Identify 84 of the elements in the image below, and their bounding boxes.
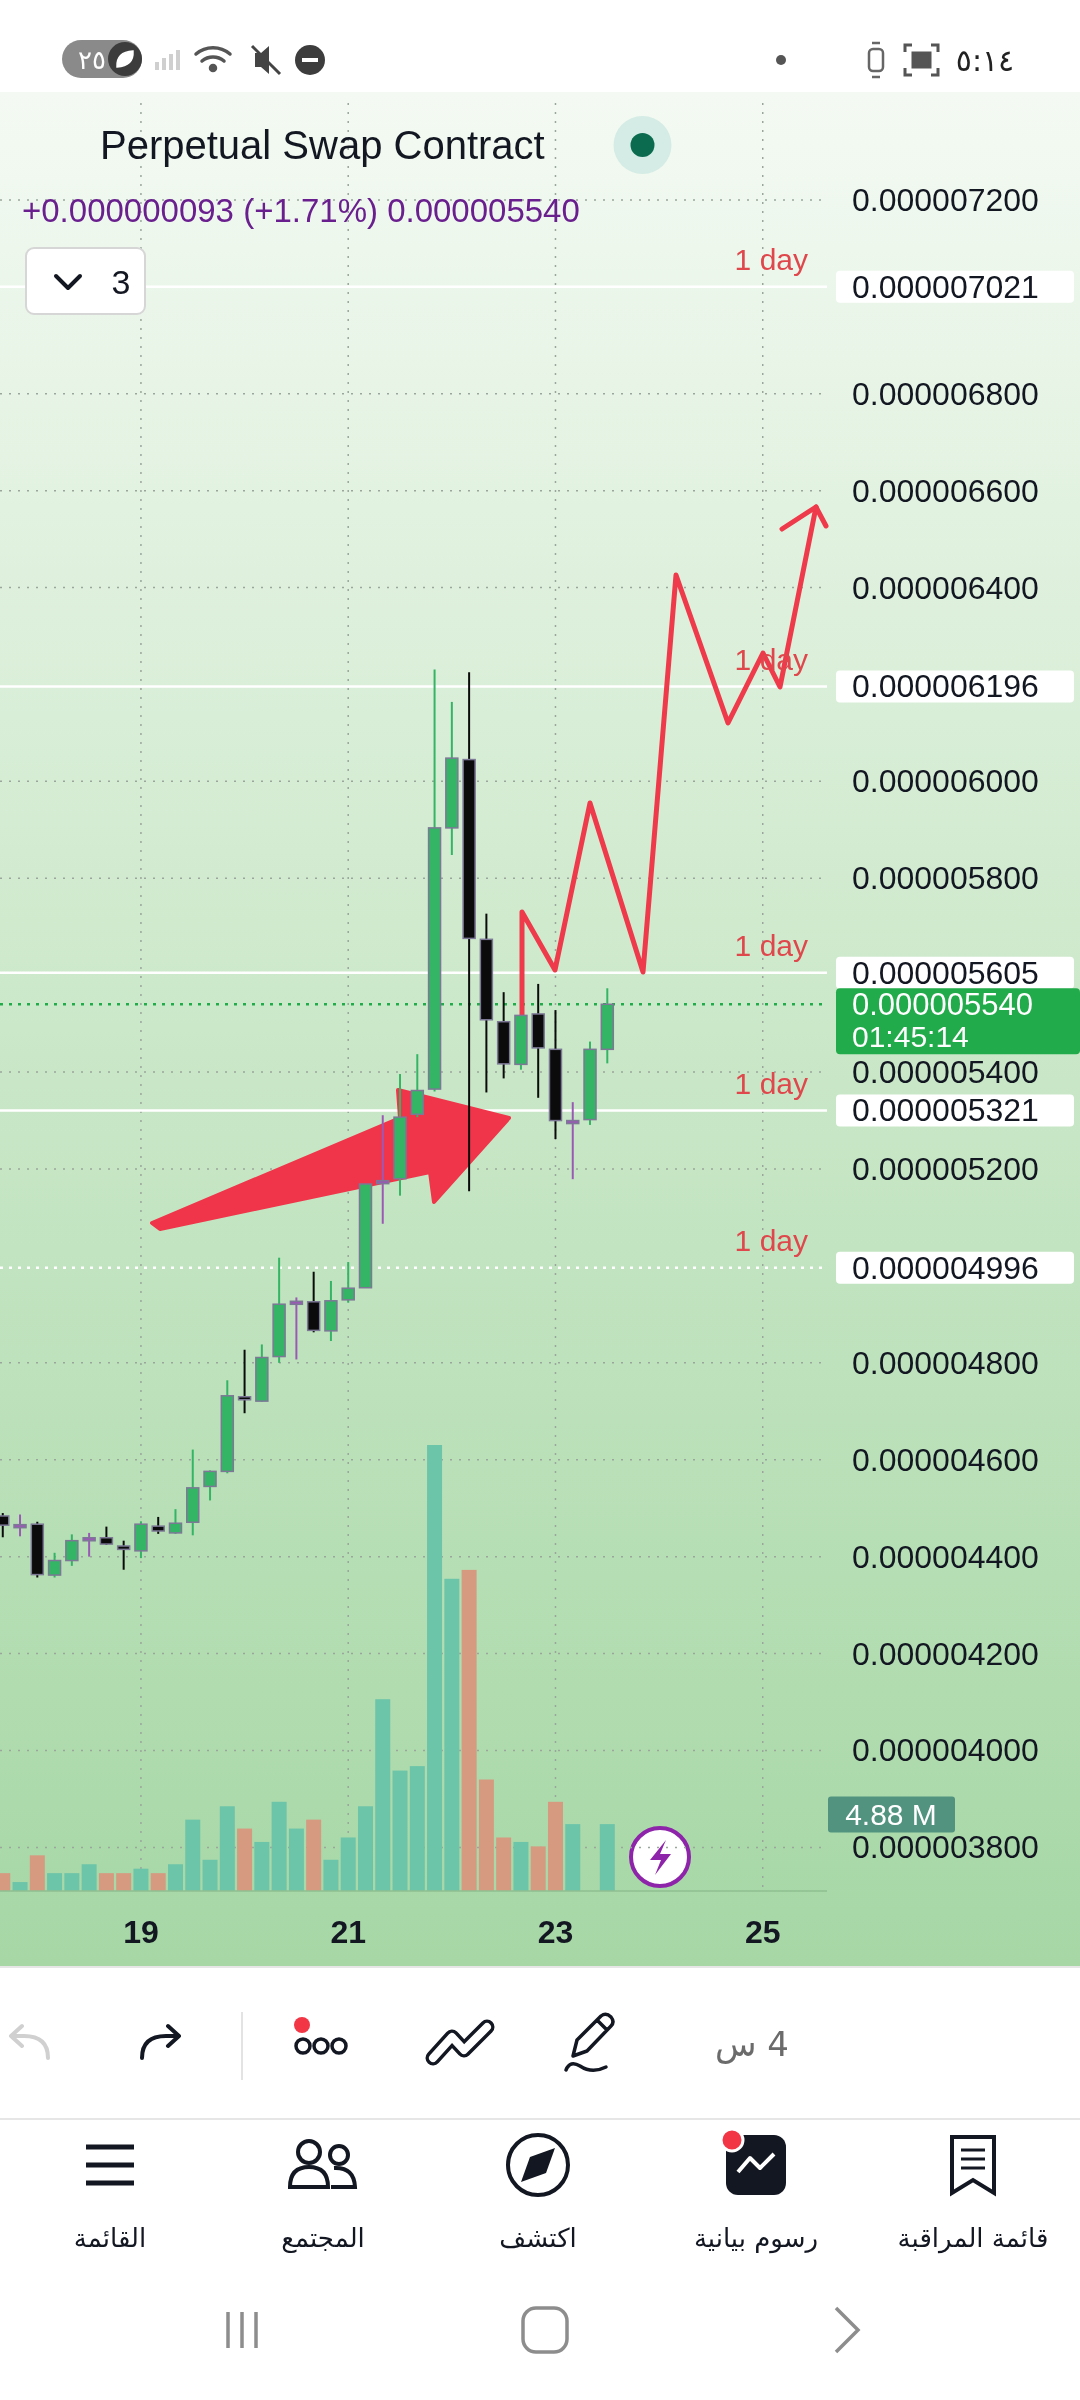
y-tick-label: 0.000004200 bbox=[852, 1635, 1039, 1672]
bar bbox=[375, 1699, 391, 1891]
candlestick bbox=[47, 1551, 62, 1579]
bar bbox=[392, 1770, 408, 1891]
y-tick-label: 0.000006000 bbox=[852, 763, 1039, 800]
y-tick-label: 0.000006600 bbox=[852, 472, 1039, 509]
bar bbox=[116, 1873, 132, 1891]
text: +0.000000093 (+1.71%) 0.000005540 bbox=[22, 191, 580, 229]
bar bbox=[547, 1801, 563, 1891]
bar bbox=[47, 1873, 63, 1891]
text: 0.000004996 bbox=[852, 1249, 1039, 1286]
bar bbox=[64, 1873, 80, 1891]
x-tick-label: 21 bbox=[330, 1914, 367, 1950]
bar bbox=[530, 1846, 546, 1891]
ref-line-label: 1 day bbox=[734, 1066, 808, 1100]
ref-line-label: 1 day bbox=[734, 243, 808, 277]
y-tick-label: 0.000005400 bbox=[852, 1054, 1039, 1091]
candlestick bbox=[65, 1533, 79, 1567]
bar bbox=[254, 1841, 270, 1891]
candlestick bbox=[168, 1508, 183, 1535]
text: قائمة المراقبة bbox=[897, 2223, 1049, 2254]
y-tick-label: 0.000005200 bbox=[852, 1151, 1039, 1188]
text: 0.000005321 bbox=[852, 1092, 1039, 1129]
bar bbox=[478, 1779, 494, 1891]
y-tick-label: 0.000004800 bbox=[852, 1344, 1039, 1381]
ref-line-label: 1 day bbox=[734, 1224, 808, 1258]
y-tick-label: 0.000004400 bbox=[852, 1538, 1039, 1575]
text: المجتمع bbox=[281, 2223, 365, 2254]
text: 4.88 M bbox=[845, 1797, 937, 1831]
text: اكتشف bbox=[499, 2223, 577, 2253]
text: القائمة bbox=[73, 2223, 147, 2253]
text: Perpetual Swap Contract bbox=[100, 123, 545, 167]
text: 01:45:14 bbox=[852, 1019, 969, 1053]
y-tick-label: 0.000007200 bbox=[852, 181, 1039, 218]
bar bbox=[219, 1806, 235, 1891]
text: رسوم بيانية bbox=[693, 2223, 819, 2254]
bar bbox=[202, 1859, 218, 1891]
text: ٢٥ bbox=[78, 45, 106, 75]
text: 4 س bbox=[715, 2024, 789, 2064]
bar bbox=[81, 1864, 97, 1891]
bar bbox=[306, 1819, 322, 1891]
bar bbox=[461, 1569, 477, 1891]
bar bbox=[29, 1855, 45, 1891]
x-tick-label: 19 bbox=[123, 1914, 159, 1950]
bar bbox=[323, 1859, 339, 1891]
ref-line-label: 1 day bbox=[734, 929, 808, 963]
bar bbox=[150, 1873, 166, 1891]
candlestick bbox=[203, 1469, 217, 1502]
bar bbox=[409, 1766, 425, 1891]
y-tick-label: 0.000003800 bbox=[852, 1829, 1039, 1866]
candlestick bbox=[410, 1053, 425, 1119]
candlestick bbox=[566, 1101, 580, 1181]
bar bbox=[271, 1801, 287, 1891]
bar bbox=[98, 1873, 114, 1891]
bar bbox=[427, 1445, 443, 1891]
y-tick-label: 0.000005800 bbox=[852, 860, 1039, 897]
bar bbox=[357, 1806, 373, 1891]
text: 0.000006196 bbox=[852, 668, 1039, 705]
bar bbox=[167, 1864, 183, 1891]
bar bbox=[565, 1824, 581, 1891]
bar bbox=[340, 1837, 356, 1891]
candlestick bbox=[376, 1114, 390, 1225]
x-tick-label: 23 bbox=[537, 1914, 574, 1950]
y-tick-label: 0.000006400 bbox=[852, 569, 1039, 606]
bar bbox=[288, 1828, 304, 1891]
y-tick-label: 0.000004600 bbox=[852, 1441, 1039, 1478]
candlestick bbox=[116, 1539, 131, 1571]
bar bbox=[444, 1578, 460, 1891]
bar bbox=[496, 1837, 512, 1891]
candlestick bbox=[341, 1261, 355, 1304]
bar bbox=[599, 1824, 615, 1891]
candlestick bbox=[13, 1513, 27, 1538]
y-tick-label: 0.000004000 bbox=[852, 1732, 1039, 1769]
candlestick bbox=[82, 1531, 96, 1558]
y-tick-label: 0.000006800 bbox=[852, 375, 1039, 412]
bar bbox=[185, 1819, 201, 1891]
candlestick bbox=[237, 1348, 252, 1415]
bar bbox=[133, 1868, 149, 1891]
x-tick-label: 25 bbox=[744, 1914, 781, 1950]
text: 0.000007021 bbox=[852, 268, 1039, 305]
bar bbox=[237, 1828, 253, 1891]
bar bbox=[513, 1841, 529, 1891]
annotation: 3 bbox=[111, 263, 131, 301]
text: ٥:١٤ bbox=[955, 42, 1015, 78]
